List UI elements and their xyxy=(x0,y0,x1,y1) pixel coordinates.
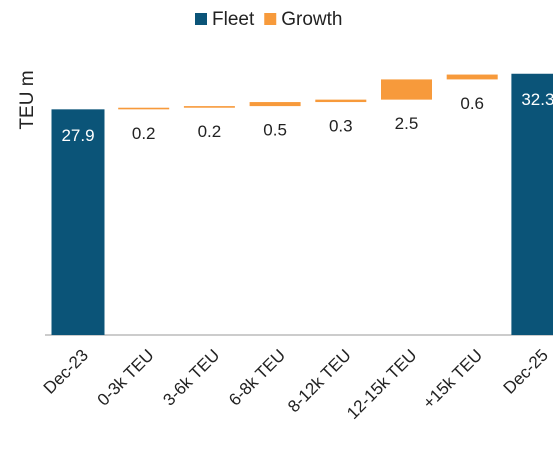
data-label: 0.6 xyxy=(460,94,484,113)
x-tick-label: 0-3k TEU xyxy=(94,346,158,410)
data-label: 2.5 xyxy=(395,114,419,133)
x-tick-label: Dec-25 xyxy=(500,346,552,398)
legend-swatch xyxy=(264,13,277,25)
data-label: 27.9 xyxy=(61,126,94,145)
growth-bar xyxy=(249,102,301,107)
growth-bar xyxy=(183,106,235,108)
data-label: 0.3 xyxy=(329,117,353,136)
legend-label: Growth xyxy=(281,9,342,30)
data-label: 0.5 xyxy=(263,121,287,140)
growth-bar xyxy=(118,107,170,110)
growth-bar xyxy=(315,99,367,103)
legend-swatch xyxy=(195,13,207,25)
data-label: 0.2 xyxy=(132,124,156,143)
x-tick-label: 12-15k TEU xyxy=(343,346,420,423)
fleet-bar xyxy=(51,109,105,336)
fleet-bar xyxy=(511,73,553,335)
x-tick-label: 8-12k TEU xyxy=(284,346,355,417)
y-axis-label: TEU m xyxy=(17,70,38,129)
growth-bar xyxy=(446,74,498,80)
x-tick-label: +15k TEU xyxy=(419,346,486,413)
growth-bar xyxy=(381,79,432,100)
x-tick-label: Dec-23 xyxy=(40,346,92,398)
data-label: 0.2 xyxy=(198,122,222,141)
x-tick-label: 3-6k TEU xyxy=(159,346,223,410)
legend-label: Fleet xyxy=(212,9,255,30)
x-tick-label: 6-8k TEU xyxy=(225,346,289,410)
data-label: 32.3 xyxy=(521,90,553,109)
